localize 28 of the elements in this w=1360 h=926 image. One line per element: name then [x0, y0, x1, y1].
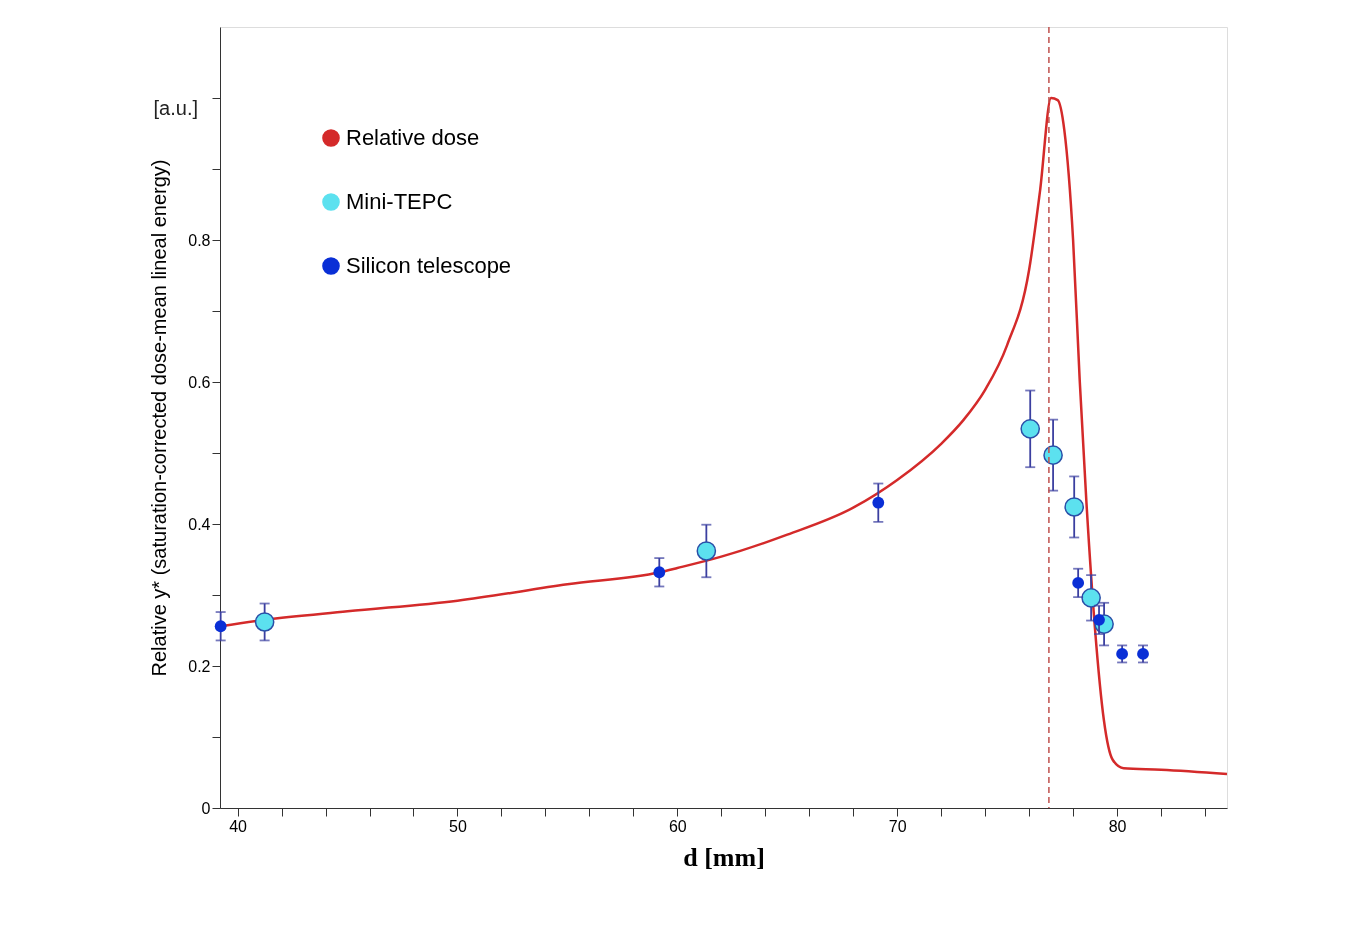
- x-tick-label: 70: [888, 817, 907, 835]
- y-tick-label: 0.4: [188, 515, 211, 533]
- point: [214, 620, 227, 633]
- point: [653, 566, 666, 579]
- legend-label: Mini-TEPC: [346, 189, 453, 214]
- legend-label: Relative dose: [346, 125, 480, 150]
- point: [1081, 588, 1101, 608]
- y-tick-label: 0.2: [188, 657, 211, 675]
- y-tick-label: 0.6: [188, 373, 211, 391]
- point: [872, 496, 885, 509]
- point: [1043, 445, 1063, 465]
- x-axis-title: d [mm]: [683, 842, 765, 872]
- x-tick-label: 60: [668, 817, 687, 835]
- y-tick-label: 0.8: [188, 231, 211, 249]
- point: [254, 612, 275, 632]
- point: [1072, 577, 1085, 589]
- point: [1020, 419, 1041, 439]
- y-tick-label: 0: [201, 799, 211, 817]
- x-tick-label: 50: [449, 817, 467, 835]
- point: [1137, 648, 1149, 660]
- y-axis-title: Relative y* (saturation-corrected dose-mean lineal energy): [148, 159, 171, 677]
- x-tick-label: 80: [1108, 817, 1127, 835]
- point: [696, 541, 717, 561]
- x-tick-label: 40: [229, 817, 248, 835]
- point: [1116, 648, 1129, 660]
- point: [1064, 497, 1085, 517]
- text: [a.u.]: [153, 97, 198, 119]
- legend-label: Silicon telescope: [346, 253, 512, 278]
